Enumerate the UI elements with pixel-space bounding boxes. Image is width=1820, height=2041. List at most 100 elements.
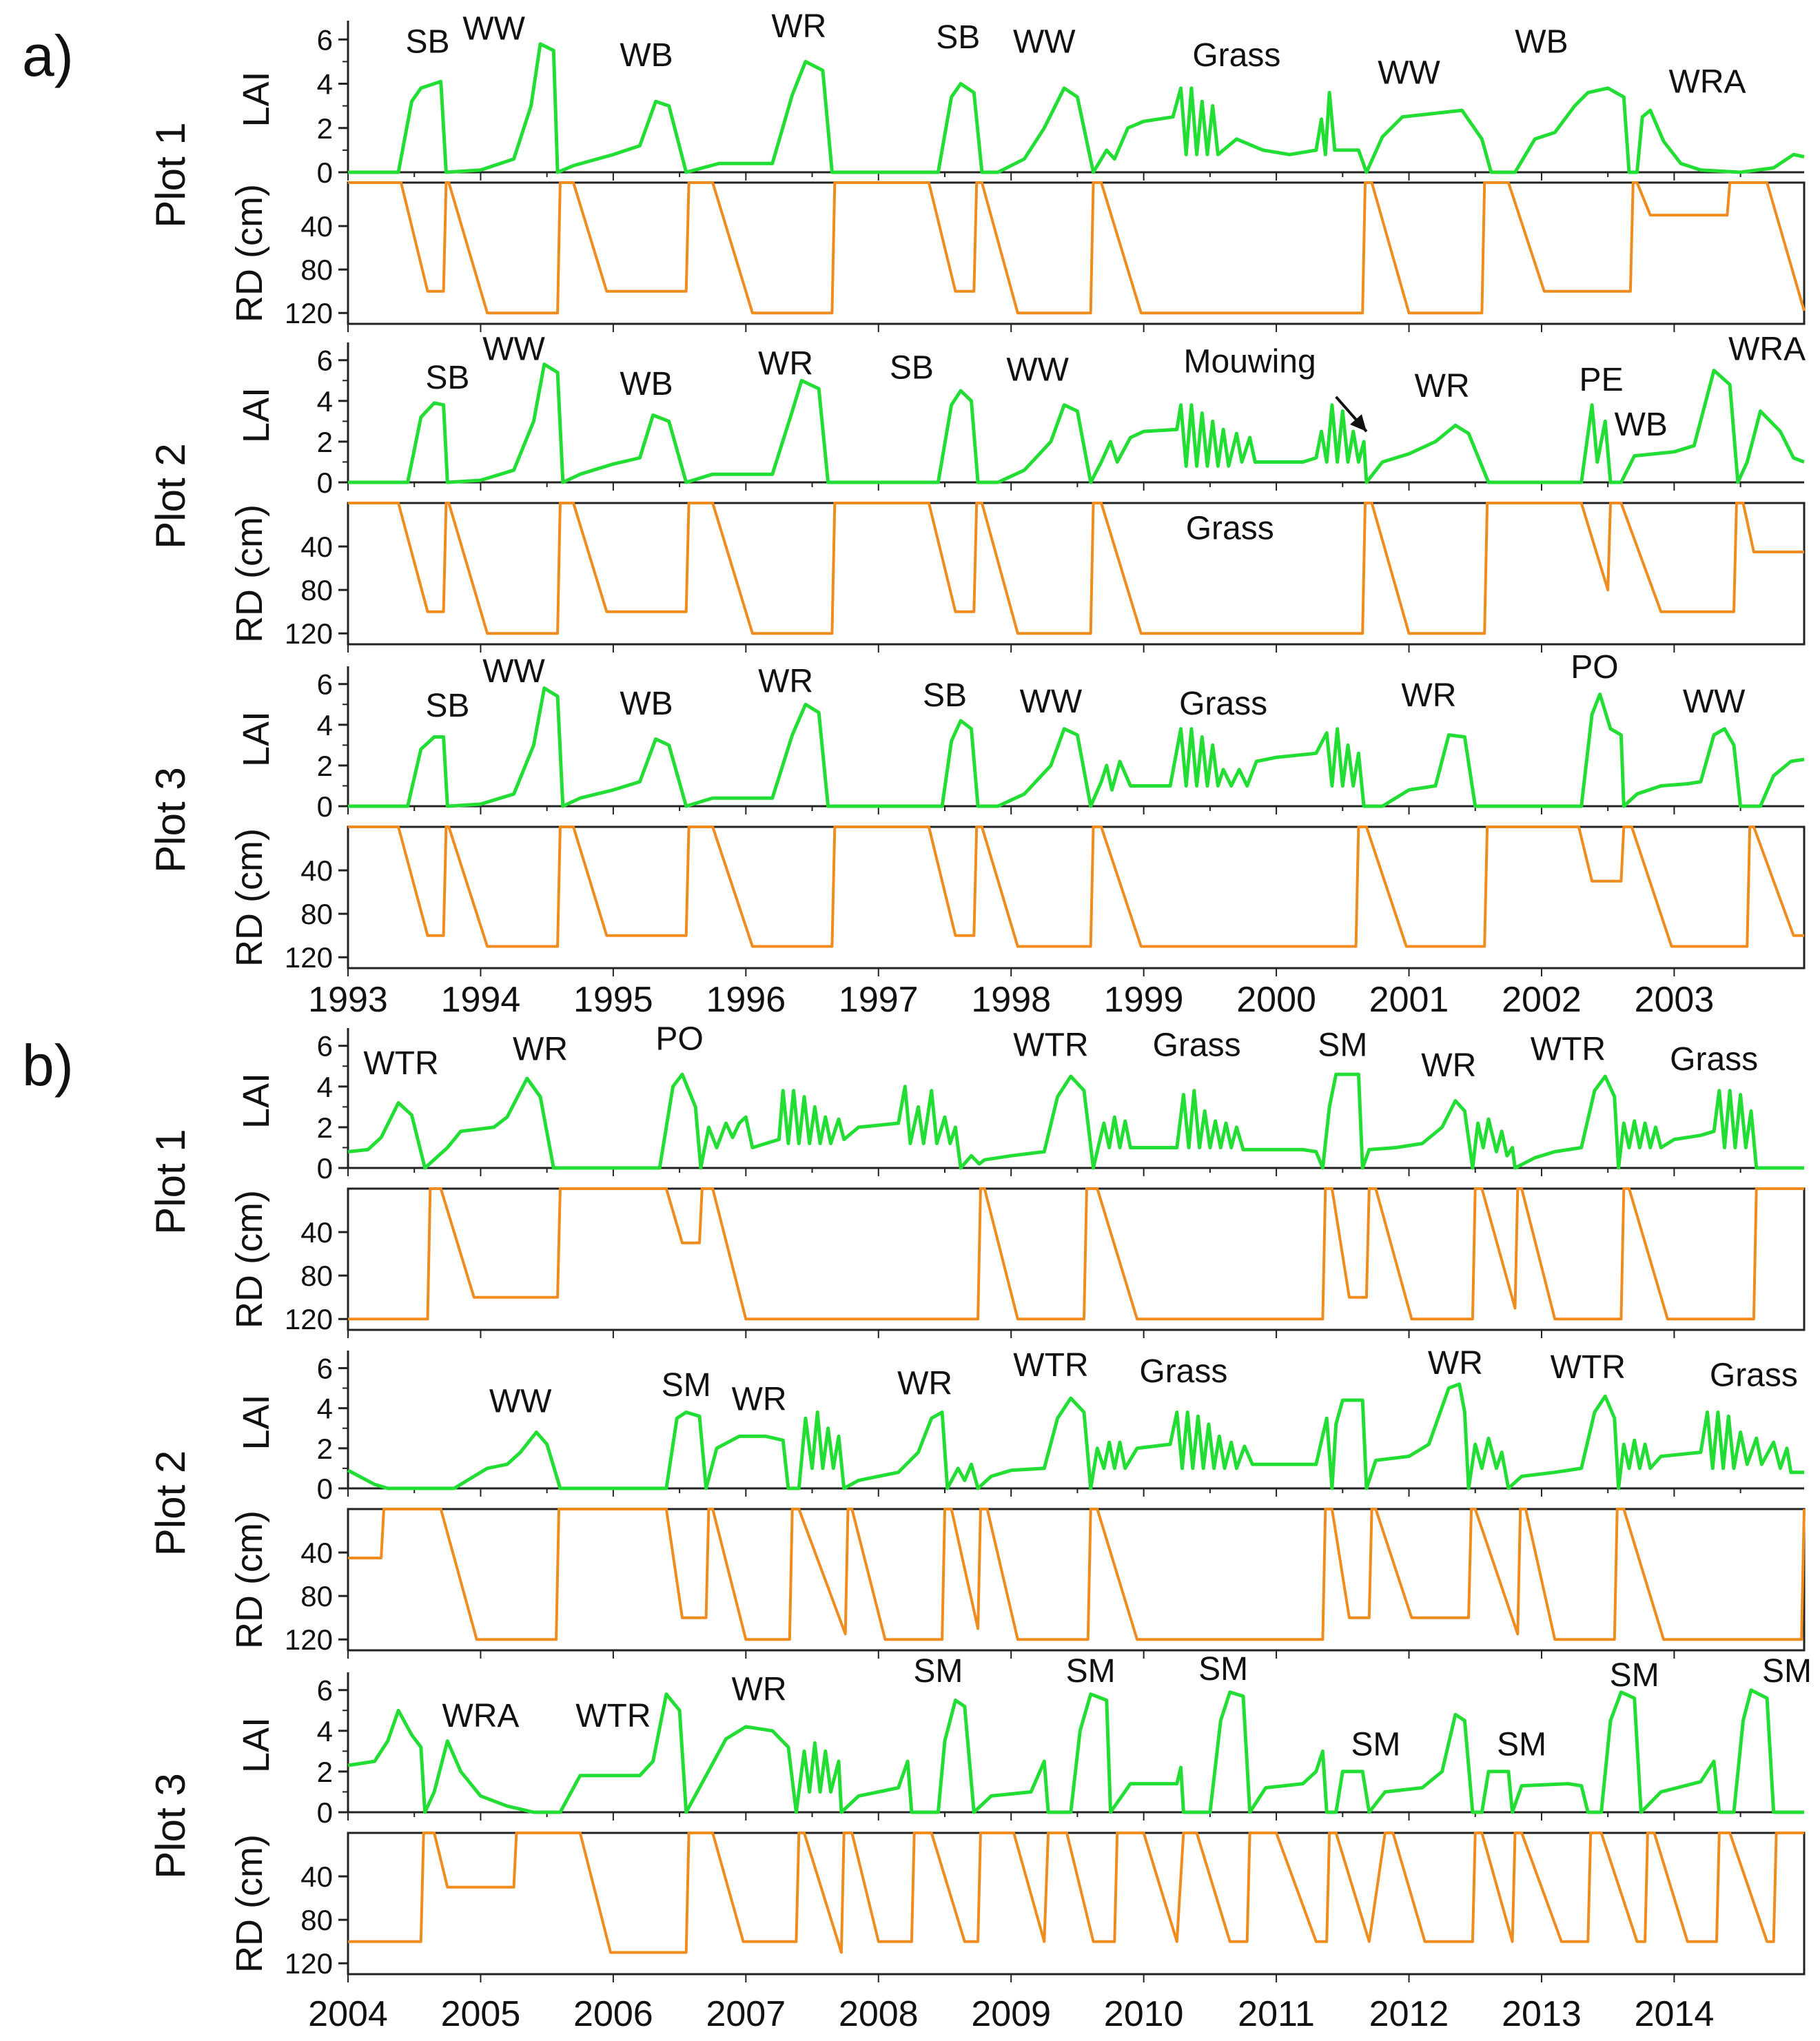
lai-axis-title: LAI — [236, 1073, 277, 1129]
lai-series-line — [347, 1688, 1804, 1814]
mowing-arrow-head — [1349, 414, 1367, 432]
crop-label: WB — [620, 366, 673, 402]
crop-label: WR — [513, 1031, 568, 1067]
year-tick-label: 1993 — [308, 980, 388, 1020]
crop-label: WR — [732, 1382, 787, 1418]
crop-label: WR — [771, 8, 826, 45]
year-tick-label: 2003 — [1635, 980, 1715, 1020]
rd-tick-label: 40 — [300, 1216, 333, 1249]
rd-tick-label: 120 — [285, 1303, 333, 1335]
panel-label: b) — [22, 1033, 74, 1098]
rd-tick-label: 40 — [300, 210, 333, 243]
crop-label: WB — [1515, 24, 1568, 61]
rd-axis-title: RD (cm) — [229, 1834, 270, 1973]
plot-1: Plot 1 LAI RD (cm) 0 2 4 6 40 80 120 SB WW WB WR SB WW G… — [147, 8, 1806, 332]
rd-axis-title: RD (cm) — [229, 504, 270, 643]
rd-frame — [347, 502, 1806, 646]
year-tick-label: 1994 — [441, 980, 521, 1020]
crop-label: WR — [1421, 1047, 1476, 1084]
rd-series-line — [348, 1187, 1804, 1321]
lai-axis-title: LAI — [236, 711, 277, 767]
crop-label: WW — [1020, 684, 1083, 720]
year-tick-label: 2014 — [1635, 1994, 1715, 2034]
plot-3: Plot 3 LAI RD (cm) 0 2 4 6 40 80 120 WRA WTR WR SM SM S… — [147, 1651, 1812, 1982]
rd-tick-label: 80 — [300, 574, 333, 606]
crop-label: WW — [1683, 684, 1746, 720]
lai-series-line — [347, 1382, 1804, 1490]
year-tick-label: 2007 — [706, 1994, 786, 2034]
rd-frame — [347, 1187, 1806, 1331]
crop-label: WB — [1615, 407, 1668, 443]
rd-tick-label: 80 — [300, 898, 333, 930]
rd-series-line — [348, 502, 1804, 635]
lai-tick-label: 6 — [317, 345, 333, 377]
crop-label: SM — [1198, 1651, 1248, 1688]
crop-label: WR — [897, 1365, 952, 1402]
rd-frame — [347, 825, 1806, 970]
lai-series-line — [348, 686, 1805, 808]
rd-tick-label: 40 — [300, 1860, 333, 1893]
plot-2: Plot 2 LAI RD (cm) 0 2 4 6 40 80 120 SB WW WB WR SB WW M… — [147, 331, 1806, 653]
lai-tick-label: 6 — [317, 668, 333, 701]
crop-label: PO — [655, 1021, 703, 1058]
crop-label: WR — [1415, 368, 1470, 404]
rd-axis-title: RD (cm) — [229, 1190, 270, 1329]
rd-series-line — [348, 825, 1804, 948]
rd-tick-label: 120 — [285, 617, 333, 650]
rd-tick-label: 120 — [285, 1947, 333, 1980]
year-tick-label: 2002 — [1502, 980, 1582, 1020]
plot-1: Plot 1 LAI RD (cm) 0 2 4 6 40 80 120 WTR WR PO WTR Gra… — [147, 1021, 1806, 1338]
year-tick-label: 1997 — [839, 980, 919, 1020]
lai-tick-label: 0 — [317, 156, 333, 189]
lai-tick-label: 6 — [317, 1030, 333, 1063]
year-tick-label: 2013 — [1502, 1994, 1582, 2034]
crop-label: SM — [1762, 1653, 1812, 1690]
year-tick-label: 2008 — [839, 1994, 919, 2034]
crop-label: WTR — [363, 1045, 438, 1082]
crop-label: WW — [1378, 55, 1440, 92]
crop-label: WTR — [575, 1698, 651, 1734]
crop-label: WRA — [1669, 63, 1746, 100]
lai-tick-label: 2 — [317, 750, 333, 782]
crop-label: Grass — [1153, 1027, 1241, 1064]
crop-label: SB — [923, 677, 967, 714]
crop-label: WW — [1013, 24, 1076, 61]
lai-tick-label: 0 — [317, 790, 333, 823]
rd-axis-title: RD (cm) — [229, 828, 270, 967]
lai-axis-title: LAI — [236, 71, 277, 127]
plot-label: Plot 2 — [147, 1450, 194, 1556]
lai-tick-label: 2 — [317, 112, 333, 145]
year-tick-label: 2009 — [971, 1994, 1051, 2034]
plot-label: Plot 3 — [147, 767, 194, 872]
lai-tick-label: 6 — [317, 1352, 333, 1384]
rd-axis-title: RD (cm) — [229, 184, 270, 322]
rd-tick-label: 80 — [300, 1260, 333, 1292]
year-tick-label: 1996 — [706, 980, 786, 1020]
crop-label: WW — [489, 1383, 552, 1419]
year-tick-label: 2001 — [1369, 980, 1449, 1020]
crop-label: Grass — [1192, 37, 1280, 74]
year-tick-label: 1995 — [573, 980, 653, 1020]
crop-label: WR — [732, 1672, 787, 1708]
crop-label: Grass — [1179, 686, 1267, 722]
year-tick-label: 2011 — [1238, 1994, 1315, 2034]
rd-tick-label: 80 — [300, 1904, 333, 1936]
rd-series-line — [348, 1508, 1806, 1641]
crop-label: SB — [405, 24, 449, 61]
crop-label: SM — [913, 1653, 963, 1690]
lai-tick-label: 2 — [317, 1756, 333, 1788]
lai-tick-label: 4 — [317, 68, 333, 101]
lai-tick-label: 4 — [317, 1715, 333, 1747]
crop-label: WR — [1401, 677, 1456, 714]
lai-tick-label: 2 — [317, 426, 333, 458]
rd-tick-label: 40 — [300, 1537, 333, 1569]
lai-tick-label: 0 — [317, 466, 333, 499]
lai-tick-label: 2 — [317, 1433, 333, 1465]
rd-frame — [347, 1508, 1806, 1652]
crop-label: WW — [482, 331, 545, 368]
lai-tick-label: 4 — [317, 1393, 333, 1425]
rd-tick-label: 40 — [300, 854, 333, 887]
year-tick-label: 2006 — [573, 1994, 653, 2034]
lai-tick-label: 2 — [317, 1111, 333, 1144]
